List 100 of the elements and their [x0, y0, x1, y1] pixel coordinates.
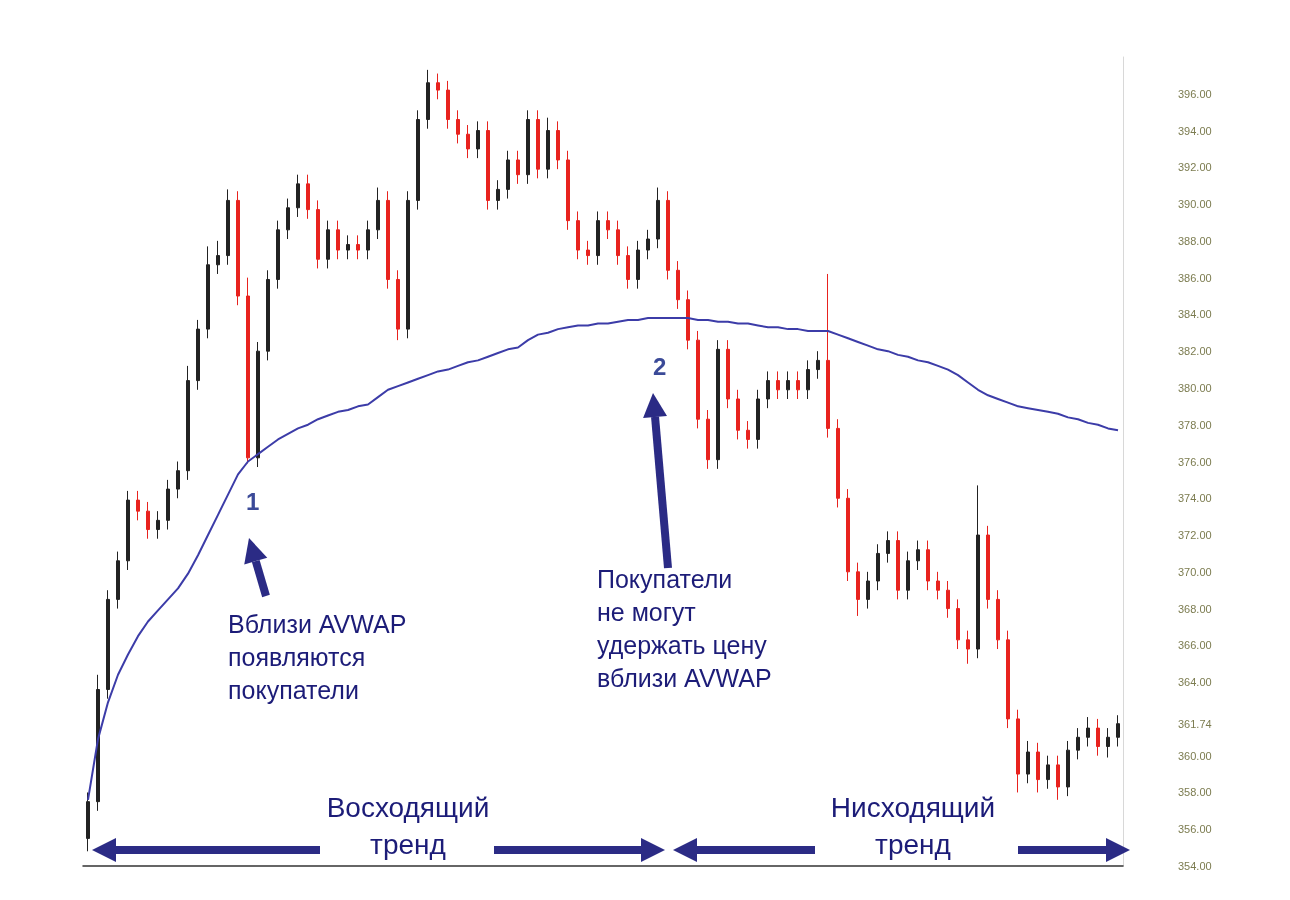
y-tick-label: 372.00: [1178, 529, 1212, 542]
candlestick: [866, 571, 870, 610]
y-tick-label: 370.00: [1178, 565, 1212, 578]
y-tick-label: 356.00: [1178, 823, 1212, 836]
y-tick-label: 360.00: [1178, 749, 1212, 762]
candlestick: [276, 220, 280, 290]
candlestick: [726, 339, 730, 409]
y-tick-label: 390.00: [1178, 198, 1212, 211]
y-tick-label: 368.00: [1178, 602, 1212, 615]
candlestick: [836, 418, 840, 508]
candlestick: [676, 260, 680, 310]
candlestick: [506, 150, 510, 200]
candlestick: [306, 174, 310, 220]
candlestick: [216, 240, 220, 275]
candlestick: [916, 540, 920, 571]
candlestick: [1086, 716, 1090, 747]
candlestick: [946, 580, 950, 619]
y-tick-label: 364.00: [1178, 676, 1212, 689]
candlestick: [336, 220, 340, 260]
candlestick: [486, 120, 490, 211]
candlestick: [296, 174, 300, 218]
candlestick: [696, 330, 700, 429]
candlestick: [1016, 709, 1020, 793]
candlestick: [856, 562, 860, 617]
candlestick: [1076, 727, 1080, 760]
candlestick: [186, 365, 190, 481]
y-tick-label: 358.00: [1178, 786, 1212, 799]
candlestick: [376, 187, 380, 240]
candlestick: [826, 273, 830, 439]
candlestick: [966, 630, 970, 665]
y-tick-label: 366.00: [1178, 639, 1212, 652]
candlestick: [146, 501, 150, 540]
candlestick: [596, 210, 600, 266]
candlestick: [1026, 740, 1030, 784]
candlestick: [246, 277, 250, 464]
candlestick: [416, 109, 420, 211]
candlestick: [326, 220, 330, 269]
candlestick: [1116, 714, 1120, 747]
y-tick-label: 354.00: [1178, 860, 1212, 872]
annotation: Нисходящий тренд: [829, 791, 997, 862]
candlestick: [926, 540, 930, 591]
candlestick: [456, 109, 460, 144]
annotation: Покупатели не могут удержать цену вблизи AVWAP: [597, 564, 772, 694]
candlestick: [746, 420, 750, 450]
candlestick: [986, 525, 990, 610]
candlestick: [656, 187, 660, 249]
candlestick: [156, 510, 160, 540]
candlestick: [796, 370, 800, 400]
candlestick: [236, 190, 240, 306]
y-tick-label: 382.00: [1178, 345, 1212, 358]
annotation: 1: [246, 487, 260, 517]
candlestick: [96, 674, 100, 812]
candlestick: [256, 341, 260, 468]
candlestick: [806, 359, 810, 400]
candlestick: [816, 350, 820, 380]
candlestick: [1036, 742, 1040, 793]
candlestick: [576, 210, 580, 260]
candlestick: [166, 479, 170, 531]
candlestick: [566, 150, 570, 231]
y-tick-label: 396.00: [1178, 87, 1212, 100]
candlestick: [1066, 740, 1070, 797]
candlestick: [936, 571, 940, 600]
candlestick: [406, 190, 410, 339]
candlestick: [846, 488, 850, 582]
candlestick: [126, 490, 130, 571]
candlestick: [496, 179, 500, 211]
y-tick-label: 394.00: [1178, 124, 1212, 137]
y-tick-label: 384.00: [1178, 308, 1212, 321]
candlestick: [266, 269, 270, 361]
candlestick: [906, 551, 910, 600]
y-tick-label: 378.00: [1178, 418, 1212, 431]
candlestick: [996, 589, 1000, 650]
annotation: Восходящий тренд: [325, 791, 491, 862]
candlestick: [346, 234, 350, 260]
candlestick: [386, 190, 390, 290]
candlestick: [886, 530, 890, 564]
candlestick: [1096, 718, 1100, 757]
candlestick: [766, 370, 770, 409]
candlestick: [1006, 630, 1010, 729]
candlestick: [536, 109, 540, 179]
candlestick: [716, 339, 720, 470]
y-tick-label: 361.74: [1178, 717, 1212, 730]
candlestick: [106, 589, 110, 700]
candlestick: [686, 290, 690, 350]
candlestick: [956, 598, 960, 650]
candlestick: [176, 461, 180, 499]
candlestick: [526, 109, 530, 185]
candlestick: [116, 551, 120, 610]
candlestick: [1106, 727, 1110, 759]
candlestick: [606, 210, 610, 240]
y-tick-label: 386.00: [1178, 271, 1212, 284]
candlestick: [706, 409, 710, 470]
candlestick: [876, 543, 880, 591]
annotation: 2: [653, 352, 667, 382]
candlestick: [616, 220, 620, 266]
y-tick-label: 374.00: [1178, 492, 1212, 505]
candlestick: [546, 117, 550, 179]
candlestick: [466, 124, 470, 159]
candlestick: [446, 80, 450, 130]
y-tick-label: 380.00: [1178, 381, 1212, 394]
